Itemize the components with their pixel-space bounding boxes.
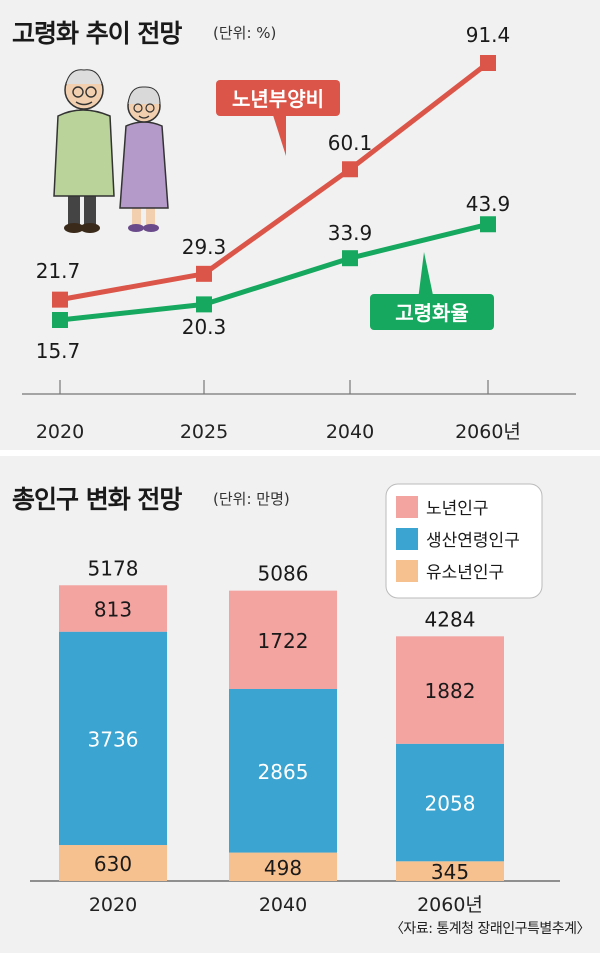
x-tick-label: 2040 xyxy=(259,894,307,916)
bar-segment xyxy=(59,585,167,632)
data-label: 29.3 xyxy=(182,235,227,259)
bar-segment xyxy=(396,861,504,881)
population-chart: 630 3736 813 5178 2020 498 2865 1722 5086 2040 345… xyxy=(30,483,560,916)
legend-label: 유소년인구 xyxy=(426,563,504,583)
bar-value-label: 630 xyxy=(94,852,132,876)
aging-trend-panel xyxy=(0,0,600,450)
data-point xyxy=(52,291,68,308)
bar-segment xyxy=(229,852,337,881)
bar-value-label: 3736 xyxy=(88,727,139,751)
bar-value-label: 2058 xyxy=(425,792,476,816)
data-point xyxy=(342,250,358,267)
data-label: 43.9 xyxy=(466,192,511,216)
x-tick-label: 2060년 xyxy=(417,894,483,916)
x-tick-label: 2060년 xyxy=(455,421,521,443)
legend xyxy=(385,483,543,599)
data-point xyxy=(196,296,212,313)
old-age-dependency-line xyxy=(59,61,490,303)
source-note: 〈자료: 통계청 장래인구특별추계〉 xyxy=(389,921,591,937)
bar-total-label: 4284 xyxy=(425,607,476,631)
series-label-old-age-dependency: 노년부양비 xyxy=(232,87,324,111)
panel-divider xyxy=(0,450,600,456)
data-label: 60.1 xyxy=(328,131,373,155)
data-point xyxy=(52,312,68,328)
x-tick-label: 2020 xyxy=(36,421,84,443)
legend-swatch xyxy=(396,560,418,582)
aging-trend-title: 고령화 추이 전망 xyxy=(12,19,182,48)
x-tick-label: 2040 xyxy=(326,421,374,443)
bar-value-label: 498 xyxy=(264,856,302,880)
x-tick-label: 2025 xyxy=(180,421,228,443)
bar-segment xyxy=(59,845,167,881)
bar-total-label: 5086 xyxy=(258,562,309,586)
legend-swatch xyxy=(396,528,418,550)
aging-trend-unit: (단위: %) xyxy=(213,24,277,42)
bar-value-label: 1882 xyxy=(425,679,476,703)
bar-value-label: 813 xyxy=(94,597,132,621)
data-point xyxy=(196,265,212,282)
legend-label: 노년인구 xyxy=(426,499,489,519)
callout-tail-old-age-dependency xyxy=(272,112,286,156)
data-point xyxy=(342,161,358,178)
bar-value-label: 2865 xyxy=(258,760,309,784)
data-label: 33.9 xyxy=(328,221,373,245)
callout-aging-rate xyxy=(370,294,494,330)
bar-segment xyxy=(396,636,504,744)
data-label: 21.7 xyxy=(36,259,81,283)
aging-rate-line xyxy=(59,221,489,323)
legend-swatch xyxy=(396,496,418,518)
bar-total-label: 5178 xyxy=(88,556,139,580)
bar-segment xyxy=(396,743,504,862)
population-unit: (단위: 만명) xyxy=(213,490,290,508)
aging-trend-chart: 2020 2025 2040 2060년 21.7 29.3 60.1 91.4 15.7 20.… xyxy=(22,23,576,443)
data-label: 91.4 xyxy=(466,23,511,47)
callout-tail-aging-rate xyxy=(418,252,434,300)
bar-value-label: 345 xyxy=(431,860,469,884)
series-label-aging-rate: 고령화율 xyxy=(395,301,469,325)
bar-segment xyxy=(229,688,337,853)
elderly-couple-illustration xyxy=(53,69,169,233)
data-label: 20.3 xyxy=(182,315,227,339)
x-tick-label: 2020 xyxy=(89,894,137,916)
data-point xyxy=(480,55,496,71)
callout-old-age-dependency xyxy=(216,80,340,116)
legend-label: 생산연령인구 xyxy=(426,531,520,551)
bar-value-label: 1722 xyxy=(258,629,309,653)
bar-segment xyxy=(59,631,167,846)
bar-segment xyxy=(229,590,337,689)
data-point xyxy=(480,216,496,233)
population-title: 총인구 변화 전망 xyxy=(12,485,182,514)
data-label: 15.7 xyxy=(36,339,81,363)
